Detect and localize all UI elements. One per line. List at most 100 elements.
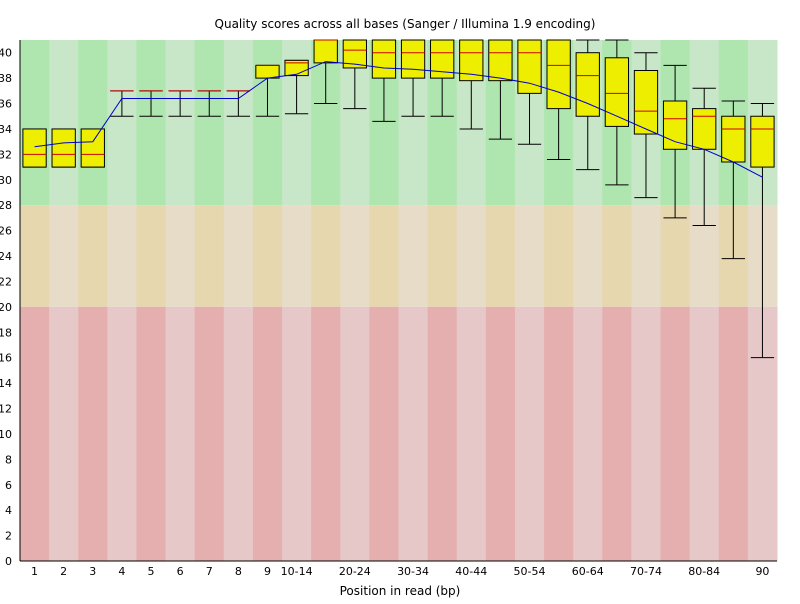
- zone-poor-band: [660, 306, 691, 561]
- zone-reasonable-band: [456, 205, 487, 307]
- x-tick-label: 90: [755, 565, 769, 578]
- zone-poor-band: [78, 306, 108, 561]
- zone-good-band: [49, 40, 79, 206]
- chart-title: Quality scores across all bases (Sanger …: [215, 17, 596, 31]
- zone-reasonable-band: [427, 205, 458, 307]
- zone-poor-band: [20, 306, 50, 561]
- iqr-box: [430, 39, 455, 79]
- iqr-box: [488, 39, 513, 82]
- box-15-19: [313, 39, 338, 105]
- iqr-box: [400, 39, 426, 79]
- axes: [19, 40, 777, 562]
- x-tick-label: 2: [60, 565, 67, 578]
- zone-poor-band: [602, 306, 632, 561]
- zone-good-band: [252, 40, 283, 206]
- zone-poor-band: [282, 306, 312, 561]
- y-tick-label: 40: [0, 47, 12, 60]
- x-tick-label: 5: [148, 565, 155, 578]
- zone-poor-band: [544, 306, 574, 561]
- y-tick-label: 26: [0, 225, 12, 238]
- zone-poor-band: [427, 306, 458, 561]
- zone-poor-band: [456, 306, 487, 561]
- zone-reasonable-band: [514, 205, 545, 307]
- box-65-69: [604, 39, 630, 186]
- zone-reasonable-band: [340, 205, 370, 307]
- iqr-box: [633, 69, 659, 135]
- x-tick-label: 60-64: [572, 565, 604, 578]
- zone-poor-band: [194, 306, 225, 561]
- zone-reasonable-band: [573, 205, 603, 307]
- zone-reasonable-band: [78, 205, 108, 307]
- zone-reasonable-band: [631, 205, 662, 307]
- zone-poor-band: [631, 306, 662, 561]
- box-7: [197, 90, 221, 117]
- zone-reasonable-band: [660, 205, 691, 307]
- box-4: [110, 90, 134, 117]
- zone-good-band: [78, 40, 108, 206]
- y-tick-label: 0: [5, 555, 12, 568]
- y-tick-label: 12: [0, 403, 12, 416]
- y-tick-label: 8: [5, 453, 12, 466]
- box-55-59: [546, 39, 571, 160]
- box-40-44: [459, 39, 484, 130]
- y-tick-label: 34: [0, 123, 12, 136]
- quality-zone-bands: [20, 40, 778, 561]
- box-3: [80, 128, 105, 168]
- zone-reasonable-band: [602, 205, 632, 307]
- zone-poor-band: [165, 306, 196, 561]
- zone-reasonable-band: [194, 205, 225, 307]
- zone-poor-band: [107, 306, 137, 561]
- y-tick-label: 14: [0, 377, 12, 390]
- y-tick-label: 28: [0, 199, 12, 212]
- iqr-box: [721, 115, 746, 163]
- box-20-24: [342, 39, 367, 110]
- zone-poor-band: [223, 306, 254, 561]
- iqr-box: [371, 39, 397, 79]
- box-90: [750, 103, 775, 359]
- zone-reasonable-band: [282, 205, 312, 307]
- x-axis-label: Position in read (bp): [340, 584, 461, 598]
- y-tick-label: 38: [0, 72, 12, 85]
- y-tick-label: 24: [0, 250, 12, 263]
- y-tick-label: 30: [0, 174, 12, 187]
- iqr-box: [692, 108, 717, 150]
- y-tick-label: 36: [0, 98, 12, 111]
- box-8: [226, 90, 251, 117]
- x-tick-label: 6: [177, 565, 184, 578]
- zone-poor-band: [398, 306, 429, 561]
- iqr-box: [604, 57, 630, 127]
- box-85-89: [721, 100, 746, 260]
- mean-line: [34, 61, 763, 178]
- zone-poor-band: [49, 306, 79, 561]
- zone-poor-band: [689, 306, 720, 561]
- box-60-64: [575, 39, 600, 171]
- y-tick-label: 10: [0, 428, 12, 441]
- zone-poor-band: [136, 306, 167, 561]
- zone-poor-band: [718, 306, 749, 561]
- zone-reasonable-band: [136, 205, 167, 307]
- zone-good-band: [194, 40, 225, 206]
- zone-poor-band: [252, 306, 283, 561]
- zone-reasonable-band: [20, 205, 50, 307]
- zone-reasonable-band: [165, 205, 196, 307]
- zone-poor-band: [485, 306, 516, 561]
- y-tick-label: 32: [0, 148, 12, 161]
- zone-poor-band: [514, 306, 545, 561]
- box-80-84: [692, 87, 717, 227]
- iqr-box: [517, 39, 542, 94]
- zone-reasonable-band: [485, 205, 516, 307]
- iqr-box: [342, 39, 367, 69]
- x-tick-label: 50-54: [514, 565, 546, 578]
- zone-good-band: [165, 40, 196, 206]
- x-tick-label: 10-14: [281, 565, 313, 578]
- box-35-39: [430, 39, 455, 117]
- iqr-box: [575, 52, 600, 117]
- x-tick-label: 3: [89, 565, 96, 578]
- zone-reasonable-band: [252, 205, 283, 307]
- x-tick-label: 40-44: [455, 565, 487, 578]
- box-5: [139, 90, 163, 117]
- zone-poor-band: [340, 306, 370, 561]
- x-tick-label: 1: [31, 565, 38, 578]
